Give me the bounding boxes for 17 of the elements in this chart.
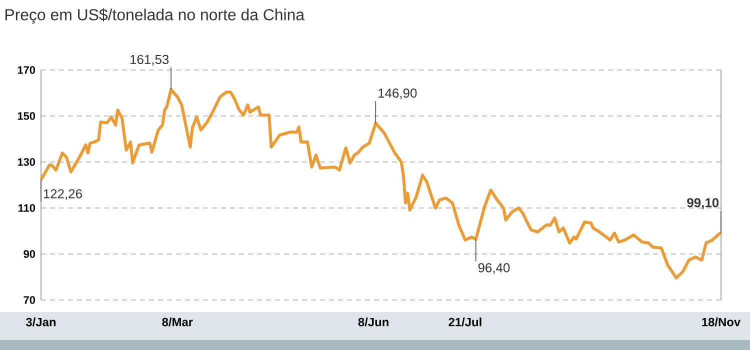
x-tick-label: 8/Mar [162, 318, 193, 326]
x-tick-label: 3/Jan [26, 318, 56, 326]
y-tick-label: 110 [18, 204, 36, 212]
annotation: 122,26 [44, 189, 82, 200]
x-tick-label: 21/Jul [448, 318, 482, 326]
annotation: 161,53 [130, 54, 169, 66]
y-tick-label: 130 [18, 158, 36, 166]
annotation: 99,10 [687, 198, 719, 210]
x-tick-label: 18/Nov [702, 318, 741, 326]
y-tick-label: 170 [18, 66, 36, 74]
y-tick-label: 90 [24, 250, 36, 258]
x-tick-label: 8/Jun [358, 318, 388, 326]
annotation: 96,40 [478, 263, 510, 274]
chart-title: Preço em US$/tonelada no norte da China [6, 8, 305, 24]
y-tick-label: 150 [18, 112, 36, 120]
y-tick-label: 70 [24, 296, 36, 304]
annotation: 146,90 [378, 88, 417, 100]
